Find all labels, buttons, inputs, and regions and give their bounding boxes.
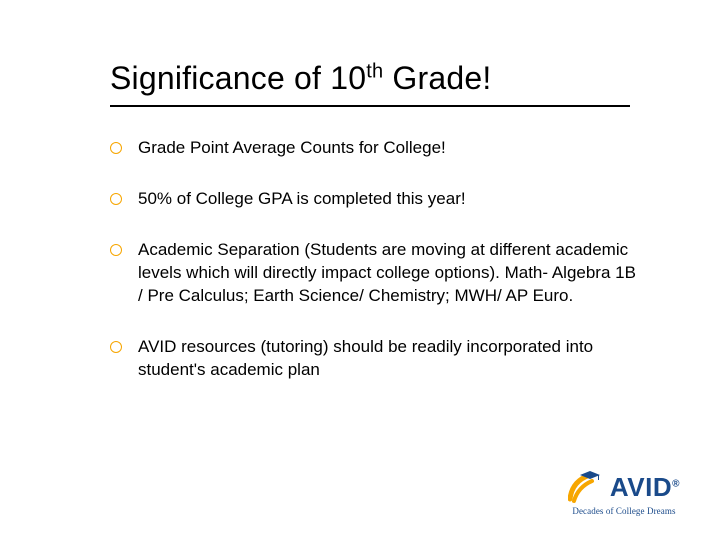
swoosh-icon	[568, 469, 604, 505]
bullet-item: Grade Point Average Counts for College!	[110, 137, 640, 160]
logo-brand: AVID	[610, 472, 672, 502]
avid-logo: AVID® Decades of College Dreams	[568, 469, 680, 516]
bullet-item: AVID resources (tutoring) should be read…	[110, 336, 640, 382]
title-underline	[110, 105, 630, 107]
bullet-item: Academic Separation (Students are moving…	[110, 239, 640, 308]
title-prefix: Significance of 10	[110, 60, 366, 96]
logo-tagline: Decades of College Dreams	[568, 506, 680, 516]
title-superscript: th	[366, 60, 383, 82]
logo-mark: AVID®	[568, 469, 680, 505]
slide-title: Significance of 10th Grade!	[110, 60, 640, 97]
bullet-list: Grade Point Average Counts for College! …	[110, 137, 640, 382]
bullet-item: 50% of College GPA is completed this yea…	[110, 188, 640, 211]
title-suffix: Grade!	[383, 60, 491, 96]
slide-container: Significance of 10th Grade! Grade Point …	[0, 0, 720, 540]
logo-registered: ®	[672, 478, 680, 489]
logo-brand-text: AVID®	[610, 472, 680, 503]
